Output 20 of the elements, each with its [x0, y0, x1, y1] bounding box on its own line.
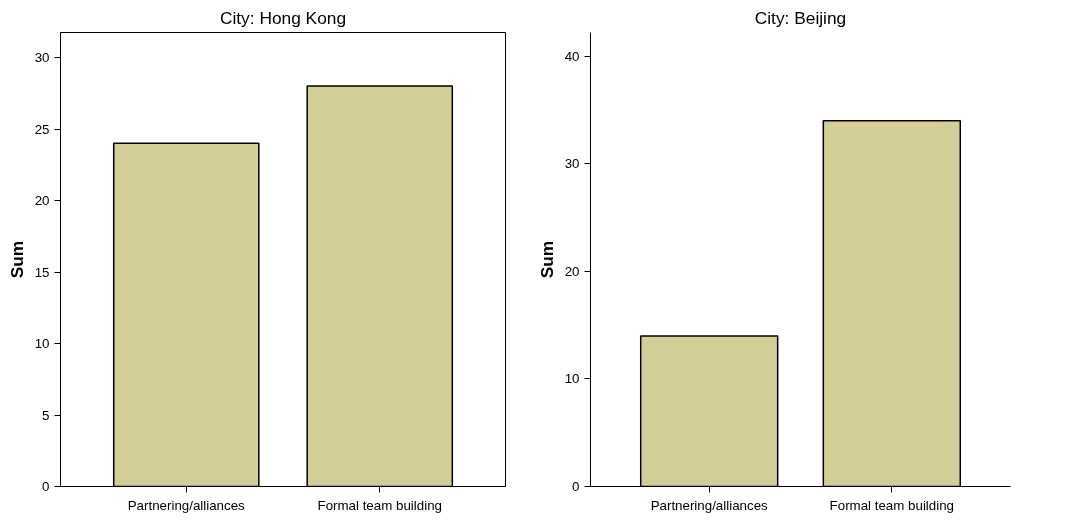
- y-tick-label: 5: [42, 407, 50, 423]
- y-tick-label: 10: [564, 371, 580, 387]
- x-tick-label: Partnering/alliances: [650, 497, 769, 513]
- y-tick-label: 25: [34, 121, 50, 137]
- y-tick-label: 40: [564, 48, 580, 64]
- y-tick-label: 10: [34, 336, 50, 352]
- x-tick-label: Formal team building: [829, 497, 955, 513]
- chart-title: City: Beijing: [754, 7, 847, 28]
- chart-title: City: Hong Kong: [219, 7, 347, 28]
- x-tick-label: Partnering/alliances: [127, 497, 246, 513]
- y-tick-label: 15: [34, 264, 50, 280]
- y-tick-label: 20: [34, 193, 50, 209]
- y-tick-label: 20: [564, 263, 580, 279]
- y-axis-title: Sum: [6, 240, 27, 279]
- x-tick-label: Formal team building: [317, 497, 442, 513]
- y-tick-label: 30: [34, 50, 50, 66]
- y-axis-title: Sum: [536, 240, 557, 279]
- y-tick-label: 0: [572, 479, 580, 494]
- y-tick-label: 0: [42, 479, 50, 494]
- y-tick-label: 30: [564, 156, 580, 172]
